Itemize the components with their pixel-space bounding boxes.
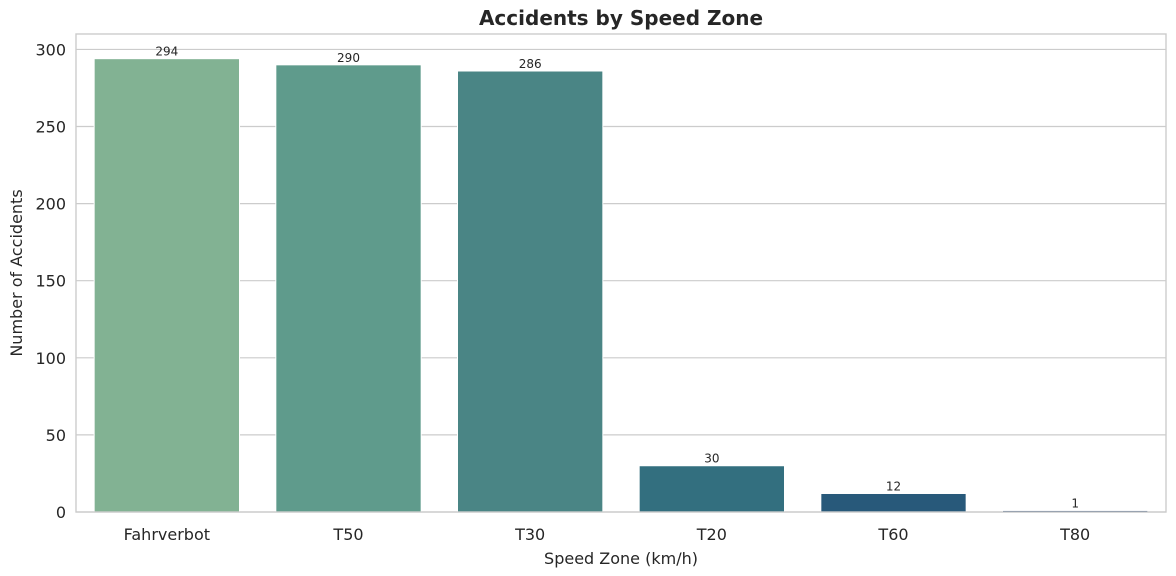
y-tick-label: 300 xyxy=(35,40,66,59)
bars xyxy=(93,58,1149,513)
bar-t30 xyxy=(457,70,604,513)
bar-t60 xyxy=(820,492,967,513)
y-tick-label: 200 xyxy=(35,195,66,214)
data-labels: 294 290 286 30 12 1 xyxy=(155,45,1079,511)
y-tick-label: 0 xyxy=(56,503,66,522)
y-axis-label: Number of Accidents xyxy=(7,189,26,356)
y-tick-label: 250 xyxy=(35,118,66,137)
data-label: 290 xyxy=(337,51,360,65)
data-label: 12 xyxy=(886,479,901,493)
y-axis-ticks: 0 50 100 150 200 250 300 xyxy=(35,40,66,522)
x-tick-label: T80 xyxy=(1059,525,1090,544)
x-tick-label: T30 xyxy=(514,525,545,544)
y-tick-label: 150 xyxy=(35,272,66,291)
data-label: 1 xyxy=(1071,496,1079,510)
data-label: 294 xyxy=(155,45,178,59)
data-label: 30 xyxy=(704,452,719,466)
bar-fahrverbot xyxy=(93,58,240,513)
chart-title: Accidents by Speed Zone xyxy=(479,6,763,30)
bar-t20 xyxy=(638,465,786,513)
x-tick-label: Fahrverbot xyxy=(124,525,210,544)
x-axis-label: Speed Zone (km/h) xyxy=(544,549,698,568)
grid xyxy=(76,48,1166,513)
x-tick-label: T50 xyxy=(332,525,363,544)
plot-frame xyxy=(75,33,1167,513)
data-label: 286 xyxy=(519,57,542,71)
x-tick-label: T60 xyxy=(877,525,908,544)
y-tick-label: 50 xyxy=(46,426,66,445)
bar-t50 xyxy=(275,64,422,513)
x-axis-ticks: Fahrverbot T50 T30 T20 T60 T80 xyxy=(124,525,1091,544)
y-tick-label: 100 xyxy=(35,349,66,368)
x-tick-label: T20 xyxy=(696,525,727,544)
